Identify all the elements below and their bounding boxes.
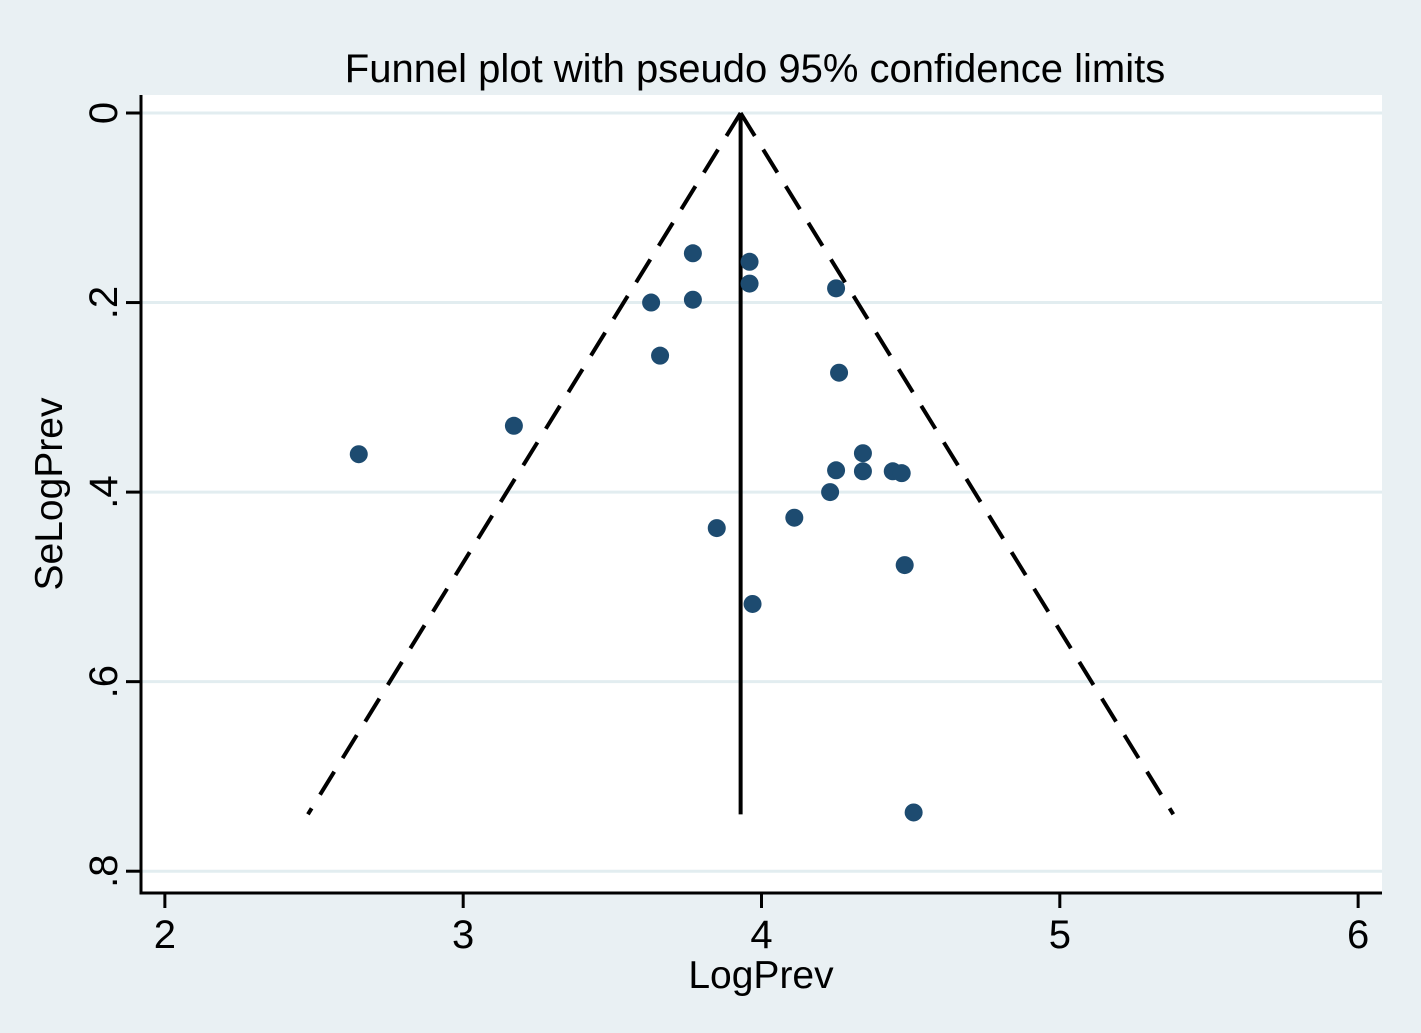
data-point bbox=[707, 519, 726, 538]
data-point bbox=[892, 464, 911, 483]
data-point bbox=[504, 416, 523, 435]
x-tick-label: 4 bbox=[750, 913, 772, 957]
data-point bbox=[683, 244, 702, 263]
x-tick-label: 5 bbox=[1049, 913, 1071, 957]
data-point bbox=[642, 293, 661, 312]
data-point bbox=[827, 461, 846, 480]
y-tick-label: .2 bbox=[82, 286, 126, 319]
y-tick-label: .8 bbox=[82, 855, 126, 888]
y-tick-label: .4 bbox=[82, 475, 126, 508]
funnel-left-ci-line bbox=[306, 111, 743, 816]
plot-area bbox=[141, 95, 1382, 893]
y-tick-label: .6 bbox=[82, 665, 126, 698]
x-tick-label: 6 bbox=[1347, 913, 1369, 957]
data-point bbox=[895, 556, 914, 575]
data-point bbox=[785, 508, 804, 527]
data-point bbox=[740, 274, 759, 293]
data-point bbox=[821, 483, 840, 502]
y-axis-label: SeLogPrev bbox=[28, 397, 71, 590]
data-point bbox=[904, 803, 923, 822]
data-point bbox=[651, 346, 670, 365]
data-point bbox=[349, 445, 368, 464]
data-point bbox=[683, 290, 702, 309]
data-point bbox=[827, 279, 846, 298]
data-point bbox=[743, 594, 762, 613]
data-point bbox=[853, 462, 872, 481]
data-point bbox=[740, 252, 759, 271]
funnel-right-ci-line bbox=[738, 111, 1175, 816]
data-point bbox=[830, 363, 849, 382]
x-tick-label: 3 bbox=[452, 913, 474, 957]
x-axis-label: LogPrev bbox=[688, 954, 834, 997]
data-point bbox=[853, 444, 872, 463]
y-tick-label: 0 bbox=[82, 102, 126, 124]
x-tick-label: 2 bbox=[154, 913, 176, 957]
chart-title: Funnel plot with pseudo 95% confidence l… bbox=[345, 47, 1165, 91]
